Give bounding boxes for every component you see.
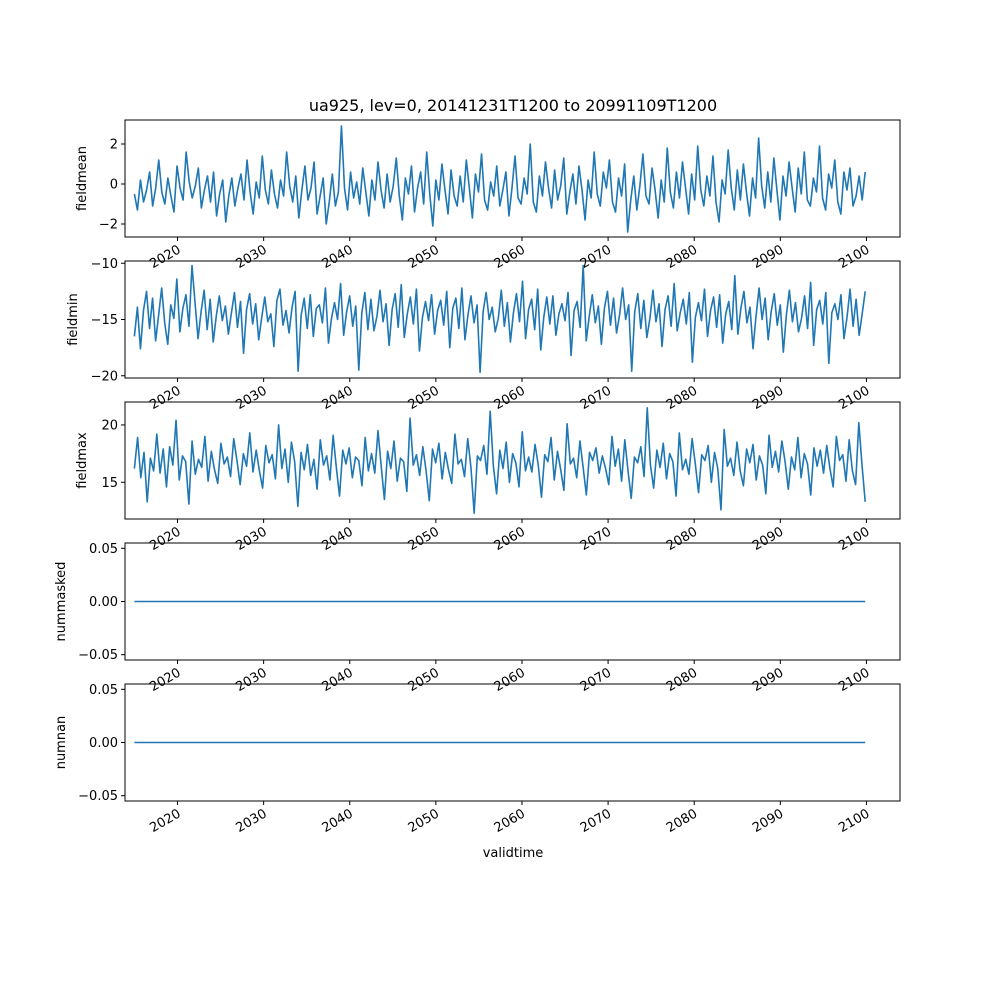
x-tick-label: 2040 [320,242,356,272]
y-axis-label: fieldmean [75,146,90,211]
y-tick-label: 15 [101,476,118,491]
x-axis-label: validtime [483,846,544,861]
y-axis-label: fieldmax [75,432,90,489]
x-tick-label: 2070 [578,383,614,413]
x-tick-label: 2080 [664,524,700,554]
x-tick-label: 2090 [750,665,786,695]
x-tick-label: 2040 [320,524,356,554]
y-tick-label: 0 [110,178,118,193]
x-tick-label: 2090 [750,383,786,413]
y-tick-label: −0.05 [78,789,118,804]
x-tick-label: 2060 [492,242,528,272]
subplot-fieldmin: −20 −15 −10 fieldmin 2020 2030 2040 2050 2060 207… [66,257,901,413]
subplot-nummasked: −0.05 0.00 0.05 nummasked 2020 2030 2040 2050 20… [54,542,901,695]
x-tick-label: 2060 [492,524,528,554]
x-tick-label: 2050 [406,806,442,836]
x-tick-label: 2060 [492,665,528,695]
x-tick-label: 2030 [233,242,269,272]
y-tick-label: 0.00 [89,595,118,610]
x-tick-label: 2020 [147,665,183,695]
chart-title: ua925, lev=0, 20141231T1200 to 20991109T… [309,96,717,115]
x-tick-label: 2080 [664,242,700,272]
y-tick-label: 0.05 [89,542,118,557]
x-tick-label: 2050 [406,242,442,272]
y-tick-label: 2 [110,138,118,153]
x-tick-label: 2100 [836,665,872,695]
y-tick-label: −2 [99,218,118,233]
x-tick-label: 2030 [233,383,269,413]
y-tick-label: −20 [91,369,118,384]
x-tick-label: 2040 [320,806,356,836]
x-tick-label: 2090 [750,524,786,554]
x-tick-label: 2100 [836,524,872,554]
x-tick-label: 2040 [320,383,356,413]
y-tick-label: 0.00 [89,736,118,751]
y-axis-label: numnan [54,716,69,770]
x-tick-label: 2050 [406,383,442,413]
y-tick-label: 20 [101,418,118,433]
y-tick-label: −10 [91,257,118,272]
x-tick-label: 2050 [406,665,442,695]
y-tick-label: −15 [91,313,118,328]
y-axis-label: fieldmin [66,293,81,346]
x-tick-label: 2070 [578,665,614,695]
x-tick-label: 2090 [750,242,786,272]
x-tick-label: 2070 [578,524,614,554]
x-tick-label: 2030 [233,665,269,695]
x-tick-label: 2020 [147,383,183,413]
subplot-fieldmax: 15 20 fieldmax 2020 2030 2040 2050 2060 2070 2080… [75,401,901,554]
x-tick-label: 2060 [492,806,528,836]
axes-frame [124,401,901,520]
x-tick-label: 2020 [147,242,183,272]
y-tick-label: 0.05 [89,683,118,698]
series-line-fieldmax [133,406,867,515]
x-tick-label: 2020 [147,524,183,554]
series-line-fieldmean [133,125,867,233]
x-tick-label: 2030 [233,806,269,836]
x-tick-label: 2100 [836,806,872,836]
x-tick-label: 2030 [233,524,269,554]
x-tick-label: 2080 [664,383,700,413]
x-tick-label: 2100 [836,383,872,413]
x-tick-label: 2040 [320,665,356,695]
x-tick-label: 2020 [147,806,183,836]
subplot-numnan: −0.05 0.00 0.05 numnan 2020 2030 2040 2050 2060 2… [54,683,901,836]
x-tick-label: 2080 [664,665,700,695]
x-tick-label: 2070 [578,806,614,836]
y-tick-label: −0.05 [78,648,118,663]
y-axis-label: nummasked [54,562,69,642]
series-line-fieldmin [133,264,867,374]
axes-frame [124,119,901,238]
x-tick-label: 2050 [406,524,442,554]
x-tick-label: 2090 [750,806,786,836]
x-tick-label: 2080 [664,806,700,836]
x-tick-label: 2060 [492,383,528,413]
x-tick-label: 2100 [836,242,872,272]
